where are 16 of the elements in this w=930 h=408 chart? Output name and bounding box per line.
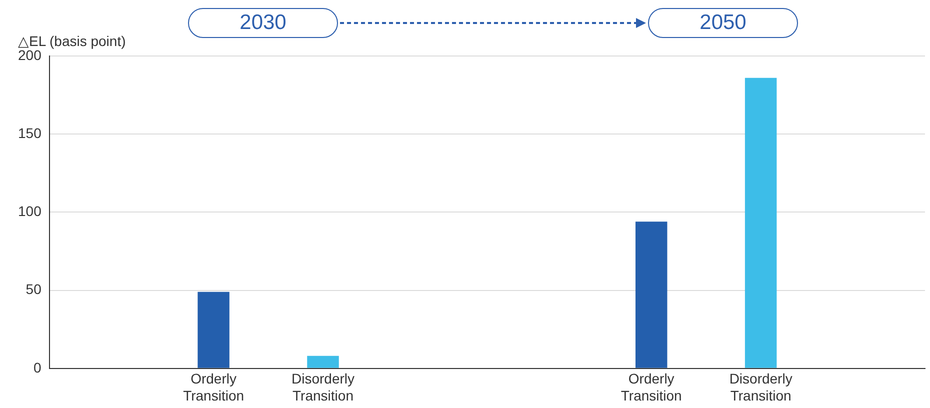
y-axis-title: △EL (basis point) [18, 33, 126, 49]
y-tick-label: 0 [34, 359, 42, 376]
x-tick-label: Orderly Transition [183, 370, 244, 404]
x-tick-label: Disorderly Transition [291, 370, 355, 404]
bar [635, 222, 668, 368]
y-tick-label: 150 [18, 124, 42, 141]
y-tick-label: 100 [18, 203, 42, 220]
x-tick-label: Disorderly Transition [729, 370, 792, 404]
bar [198, 292, 230, 368]
bar [307, 356, 339, 368]
x-tick-label: Orderly Transition [620, 370, 682, 404]
text: 2050 [648, 8, 798, 38]
bar [744, 78, 777, 368]
text: 2030 [188, 8, 338, 38]
y-tick-label: 200 [18, 46, 42, 63]
y-tick-label: 50 [26, 281, 42, 298]
